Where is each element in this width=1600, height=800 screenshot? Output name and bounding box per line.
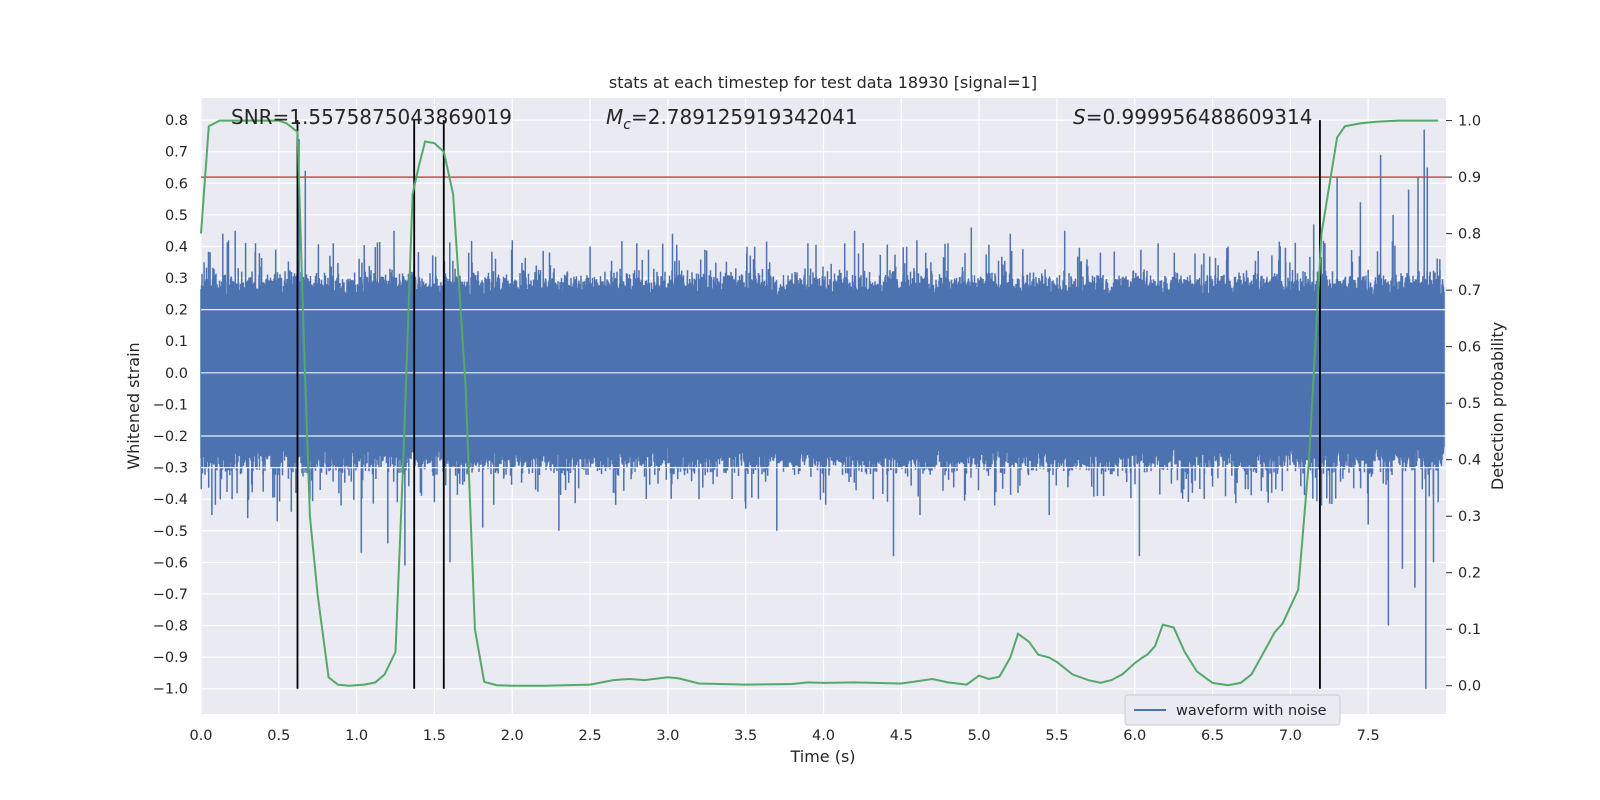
y-tick-label-right: 0.3	[1458, 509, 1481, 525]
y-tick-label-left: −1.0	[153, 682, 188, 698]
x-tick-label: 7.0	[1279, 728, 1302, 744]
x-tick-label: 1.5	[423, 728, 446, 744]
y-tick-label-right: 0.1	[1458, 622, 1481, 638]
y-tick-label-left: 0.7	[165, 145, 188, 161]
y-tick-label-left: −0.5	[153, 524, 188, 540]
y-tick-label-left: −0.1	[153, 397, 188, 413]
y-tick-label-right: 0.2	[1458, 566, 1481, 582]
x-tick-label: 6.0	[1123, 728, 1146, 744]
y-tick-label-left: −0.9	[153, 650, 188, 666]
x-tick-label: 3.5	[734, 728, 757, 744]
y-tick-label-right: 0.7	[1458, 283, 1481, 299]
y-tick-label-left: 0.4	[165, 239, 188, 255]
score-value: =0.999956488609314	[1086, 105, 1313, 129]
x-tick-label: 4.5	[890, 728, 913, 744]
y-tick-label-right: 0.8	[1458, 227, 1481, 243]
x-tick-label: 0.0	[189, 728, 212, 744]
y-tick-label-left: −0.3	[153, 461, 188, 477]
annotation-score: S=0.999956488609314	[1073, 105, 1312, 129]
y-tick-label-left: 0.0	[165, 366, 188, 382]
chirp-mass-symbol: M	[606, 105, 623, 129]
y-tick-label-right: 0.4	[1458, 453, 1481, 469]
legend-box	[1124, 694, 1341, 726]
x-tick-label: 6.5	[1201, 728, 1224, 744]
y-tick-label-right: 0.0	[1458, 679, 1481, 695]
x-tick-label: 2.0	[501, 728, 524, 744]
y-tick-label-right: 0.5	[1458, 396, 1481, 412]
y-tick-label-right: 0.9	[1458, 170, 1481, 186]
chirp-mass-subscript: c	[623, 117, 631, 133]
legend-label-waveform: waveform with noise	[1176, 703, 1327, 719]
axis-layer: 0.0 0.5 1.0 1.5 2.0 2.5 3.0 3.5 4.0 4.5 5.0 5.5 6.0 6…	[153, 113, 1481, 744]
chart-title: stats at each timestep for test data 189…	[609, 73, 1037, 92]
x-tick-label: 3.0	[656, 728, 679, 744]
x-tick-label: 2.5	[579, 728, 602, 744]
y-tick-label-left: 0.6	[165, 176, 188, 192]
y-tick-label-left: −0.2	[153, 429, 188, 445]
y-tick-label-left: −0.7	[153, 587, 188, 603]
annotation-chirp-mass: Mc=2.789125919342041	[606, 105, 858, 133]
x-axis-label: Time (s)	[789, 747, 855, 766]
y-tick-label-left: −0.6	[153, 555, 188, 571]
y-tick-label-right: 0.6	[1458, 340, 1481, 356]
x-tick-label: 7.5	[1357, 728, 1380, 744]
detection-probability-series	[200, 119, 1439, 687]
overlay-layer	[200, 119, 1446, 689]
y-tick-label-left: 0.5	[165, 208, 188, 224]
x-tick-label: 4.0	[812, 728, 835, 744]
y-axis-label-right: Detection probability	[1488, 322, 1507, 490]
y-tick-label-left: 0.8	[165, 113, 188, 129]
x-tick-label: 1.0	[345, 728, 368, 744]
y-tick-label-left: 0.3	[165, 271, 188, 287]
y-tick-label-left: 0.2	[165, 303, 188, 319]
legend: waveform with noise	[1124, 694, 1341, 726]
y-tick-label-left: −0.8	[153, 619, 188, 635]
x-tick-label: 0.5	[267, 728, 290, 744]
x-tick-label: 5.0	[968, 728, 991, 744]
y-tick-label-left: −0.4	[153, 492, 188, 508]
y-axis-label-left: Whitened strain	[124, 342, 143, 469]
y-tick-label-left: 0.1	[165, 334, 188, 350]
annotation-snr: SNR=1.5575875043869019	[231, 105, 512, 129]
x-tick-label: 5.5	[1045, 728, 1068, 744]
y-tick-label-right: 1.0	[1458, 114, 1481, 130]
score-symbol: S	[1073, 105, 1086, 129]
chirp-mass-value: =2.789125919342041	[631, 105, 858, 129]
